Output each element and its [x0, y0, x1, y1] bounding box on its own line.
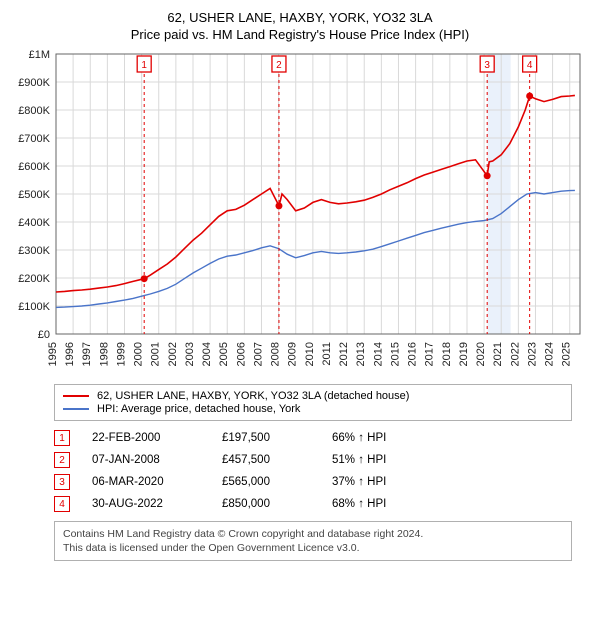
sale-row-marker: 3 [54, 474, 70, 490]
x-tick-label: 2004 [201, 342, 213, 366]
sale-row-date: 06-MAR-2020 [92, 476, 222, 488]
title-line-1: 62, USHER LANE, HAXBY, YORK, YO32 3LA [10, 10, 590, 25]
sale-row-marker: 2 [54, 452, 70, 468]
sale-row-price: £457,500 [222, 454, 332, 466]
sale-marker-number: 2 [276, 60, 282, 71]
footer-line-1: Contains HM Land Registry data © Crown c… [63, 527, 563, 541]
x-tick-label: 2023 [526, 342, 538, 366]
x-tick-label: 2001 [150, 342, 162, 366]
x-tick-label: 2025 [561, 342, 573, 366]
y-tick-label: £1M [29, 49, 50, 61]
sales-row: 2 07-JAN-2008£457,50051% ↑ HPI [54, 449, 572, 471]
sales-table: 1 22-FEB-2000£197,50066% ↑ HPI 2 07-JAN-200… [54, 427, 572, 515]
x-tick-label: 2024 [544, 342, 556, 366]
legend-label: 62, USHER LANE, HAXBY, YORK, YO32 3LA (d… [97, 390, 409, 402]
y-tick-label: £100K [18, 301, 50, 313]
sale-marker-dot [526, 93, 533, 100]
x-tick-label: 2022 [509, 342, 521, 366]
legend-row: 62, USHER LANE, HAXBY, YORK, YO32 3LA (d… [63, 390, 563, 402]
x-tick-label: 2018 [441, 342, 453, 366]
x-tick-label: 1997 [81, 342, 93, 366]
x-tick-label: 2020 [475, 342, 487, 366]
y-tick-label: £400K [18, 217, 50, 229]
x-tick-label: 2016 [407, 342, 419, 366]
sale-row-date: 22-FEB-2000 [92, 432, 222, 444]
x-tick-label: 2021 [492, 342, 504, 366]
y-tick-label: £900K [18, 77, 50, 89]
sale-row-hpi: 37% ↑ HPI [332, 476, 386, 488]
legend-label: HPI: Average price, detached house, York [97, 403, 300, 415]
x-tick-label: 2003 [184, 342, 196, 366]
x-tick-label: 2000 [133, 342, 145, 366]
sale-row-date: 07-JAN-2008 [92, 454, 222, 466]
legend-swatch [63, 395, 89, 397]
sale-row-price: £565,000 [222, 476, 332, 488]
footer-line-2: This data is licensed under the Open Gov… [63, 541, 563, 555]
x-tick-label: 1999 [115, 342, 127, 366]
sales-row: 1 22-FEB-2000£197,50066% ↑ HPI [54, 427, 572, 449]
sale-row-marker: 4 [54, 496, 70, 512]
sale-marker-number: 1 [141, 60, 147, 71]
y-tick-label: £700K [18, 133, 50, 145]
sale-marker-dot [141, 275, 148, 282]
x-tick-label: 2009 [287, 342, 299, 366]
sale-marker-number: 4 [527, 60, 533, 71]
chart-area: £0 £100K £200K £300K £400K £500K £600K £700K £80… [10, 48, 590, 378]
y-tick-label: £200K [18, 273, 50, 285]
x-tick-label: 2019 [458, 342, 470, 366]
line-chart-svg: £0 £100K £200K £300K £400K £500K £600K £700K £80… [10, 48, 590, 378]
y-tick-label: £300K [18, 245, 50, 257]
x-tick-label: 1996 [64, 342, 76, 366]
sale-row-hpi: 66% ↑ HPI [332, 432, 386, 444]
legend-swatch [63, 408, 89, 410]
sale-marker-dot [275, 202, 282, 209]
sale-marker-dot [484, 172, 491, 179]
sale-row-price: £850,000 [222, 498, 332, 510]
x-tick-label: 2013 [355, 342, 367, 366]
sale-row-marker: 1 [54, 430, 70, 446]
chart-title-block: 62, USHER LANE, HAXBY, YORK, YO32 3LA Pr… [10, 10, 590, 42]
x-tick-label: 1998 [98, 342, 110, 366]
x-tick-label: 2015 [389, 342, 401, 366]
sale-row-date: 30-AUG-2022 [92, 498, 222, 510]
x-tick-label: 2005 [218, 342, 230, 366]
x-tick-label: 2011 [321, 342, 333, 366]
x-tick-label: 2014 [372, 342, 384, 366]
y-tick-label: £0 [38, 329, 50, 341]
legend-row: HPI: Average price, detached house, York [63, 403, 563, 415]
sale-marker-number: 3 [484, 60, 490, 71]
x-tick-label: 2007 [252, 342, 264, 366]
sales-row: 3 06-MAR-2020£565,00037% ↑ HPI [54, 471, 572, 493]
sales-row: 4 30-AUG-2022£850,00068% ↑ HPI [54, 493, 572, 515]
sale-row-hpi: 68% ↑ HPI [332, 498, 386, 510]
x-tick-label: 2002 [167, 342, 179, 366]
x-tick-label: 2008 [270, 342, 282, 366]
x-tick-label: 1995 [47, 342, 59, 366]
x-tick-label: 2012 [338, 342, 350, 366]
x-tick-label: 2010 [304, 342, 316, 366]
legend: 62, USHER LANE, HAXBY, YORK, YO32 3LA (d… [54, 384, 572, 421]
x-tick-label: 2017 [424, 342, 436, 366]
sale-row-price: £197,500 [222, 432, 332, 444]
sale-row-hpi: 51% ↑ HPI [332, 454, 386, 466]
x-tick-label: 2006 [235, 342, 247, 366]
y-tick-label: £500K [18, 189, 50, 201]
y-tick-label: £800K [18, 105, 50, 117]
attribution-footer: Contains HM Land Registry data © Crown c… [54, 521, 572, 561]
title-line-2: Price paid vs. HM Land Registry's House … [10, 27, 590, 42]
y-tick-label: £600K [18, 161, 50, 173]
